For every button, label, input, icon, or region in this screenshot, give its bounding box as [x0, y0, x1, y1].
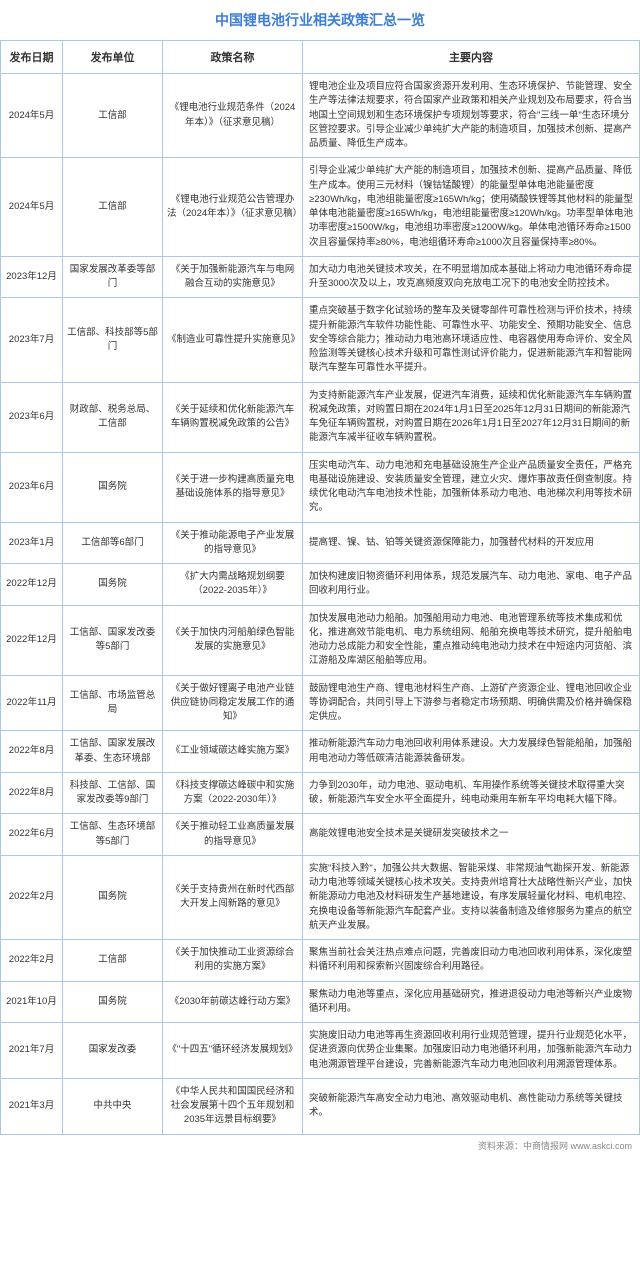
cell-policy: 《锂电池行业规范条件（2024年本）》（征求意见稿）: [163, 74, 303, 158]
cell-agency: 工信部、生态环境部等5部门: [63, 814, 163, 856]
cell-agency: 工信部、市场监管总局: [63, 675, 163, 731]
table-row: 2022年12月国务院《扩大内需战略规划纲要（2022-2035年）》加快构建废…: [1, 564, 640, 606]
table-row: 2022年2月国务院《关于支持贵州在新时代西部大开发上闯新路的意见》实施"科技入…: [1, 855, 640, 939]
cell-policy: 《关于加快内河船舶绿色智能发展的实施意见》: [163, 605, 303, 675]
header-policy: 政策名称: [163, 41, 303, 74]
table-header-row: 发布日期 发布单位 政策名称 主要内容: [1, 41, 640, 74]
cell-date: 2023年7月: [1, 298, 63, 382]
cell-content: 实施"科技入黔"，加强公共大数据、智能采煤、非常规油气勘探开发、新能源动力电池等…: [303, 855, 640, 939]
cell-content: 加快构建废旧物资循环利用体系，规范发展汽车、动力电池、家电、电子产品回收利用行业…: [303, 564, 640, 606]
cell-date: 2022年8月: [1, 731, 63, 773]
table-row: 2023年1月工信部等6部门《关于推动能源电子产业发展的指导意见》提高锂、镍、钴…: [1, 522, 640, 564]
cell-content: 实施废旧动力电池等再生资源回收利用行业规范管理，提升行业规范化水平，促进资源向优…: [303, 1023, 640, 1079]
cell-content: 聚焦动力电池等重点，深化应用基础研究，推进退役动力电池等新兴产业废物循环利用。: [303, 981, 640, 1023]
cell-date: 2023年6月: [1, 382, 63, 452]
cell-content: 高能效锂电池安全技术是关键研发突破技术之一: [303, 814, 640, 856]
cell-agency: 国务院: [63, 981, 163, 1023]
table-row: 2024年5月工信部《锂电池行业规范条件（2024年本）》（征求意见稿）锂电池企…: [1, 74, 640, 158]
cell-content: 突破新能源汽车高安全动力电池、高效驱动电机、高性能动力系统等关键技术。: [303, 1078, 640, 1134]
cell-policy: 《科技支撑碳达峰碳中和实施方案（2022-2030年）》: [163, 772, 303, 814]
cell-policy: 《制造业可靠性提升实施意见》: [163, 298, 303, 382]
cell-date: 2022年12月: [1, 605, 63, 675]
cell-agency: 科技部、工信部、国家发改委等9部门: [63, 772, 163, 814]
cell-agency: 工信部: [63, 158, 163, 257]
cell-policy: 《锂电池行业规范公告管理办法（2024年本）》（征求意见稿）: [163, 158, 303, 257]
cell-agency: 财政部、税务总局、工信部: [63, 382, 163, 452]
cell-agency: 国家发展改革委等部门: [63, 256, 163, 298]
cell-date: 2023年1月: [1, 522, 63, 564]
cell-agency: 工信部、国家发展改革委、生态环境部: [63, 731, 163, 773]
cell-date: 2023年12月: [1, 256, 63, 298]
cell-policy: 《关于推动能源电子产业发展的指导意见》: [163, 522, 303, 564]
table-row: 2021年3月中共中央《中华人民共和国国民经济和社会发展第十四个五年规划和203…: [1, 1078, 640, 1134]
cell-date: 2024年5月: [1, 158, 63, 257]
cell-date: 2022年2月: [1, 940, 63, 982]
cell-date: 2022年2月: [1, 855, 63, 939]
cell-date: 2022年8月: [1, 772, 63, 814]
cell-agency: 国务院: [63, 452, 163, 522]
cell-policy: 《中华人民共和国国民经济和社会发展第十四个五年规划和2035年远景目标纲要》: [163, 1078, 303, 1134]
cell-date: 2024年5月: [1, 74, 63, 158]
header-date: 发布日期: [1, 41, 63, 74]
cell-policy: 《扩大内需战略规划纲要（2022-2035年）》: [163, 564, 303, 606]
cell-content: 力争到2030年，动力电池、驱动电机、车用操作系统等关键技术取得重大突破，新能源…: [303, 772, 640, 814]
table-row: 2023年12月国家发展改革委等部门《关于加强新能源汽车与电网融合互动的实施意见…: [1, 256, 640, 298]
cell-policy: 《关于延续和优化新能源汽车车辆购置税减免政策的公告》: [163, 382, 303, 452]
table-row: 2022年6月工信部、生态环境部等5部门《关于推动轻工业高质量发展的指导意见》高…: [1, 814, 640, 856]
cell-date: 2021年7月: [1, 1023, 63, 1079]
cell-content: 引导企业减少单纯扩大产能的制造项目，加强技术创新、提高产品质量、降低生产成本。使…: [303, 158, 640, 257]
cell-policy: 《关于加强新能源汽车与电网融合互动的实施意见》: [163, 256, 303, 298]
policy-table: 发布日期 发布单位 政策名称 主要内容 2024年5月工信部《锂电池行业规范条件…: [0, 40, 640, 1135]
table-row: 2024年5月工信部《锂电池行业规范公告管理办法（2024年本）》（征求意见稿）…: [1, 158, 640, 257]
cell-policy: 《关于进一步构建高质量充电基础设施体系的指导意见》: [163, 452, 303, 522]
cell-agency: 工信部、科技部等5部门: [63, 298, 163, 382]
table-row: 2022年2月工信部《关于加快推动工业资源综合利用的实施方案》聚焦当前社会关注热…: [1, 940, 640, 982]
header-content: 主要内容: [303, 41, 640, 74]
table-row: 2023年6月国务院《关于进一步构建高质量充电基础设施体系的指导意见》压实电动汽…: [1, 452, 640, 522]
table-row: 2021年10月国务院《2030年前碳达峰行动方案》聚焦动力电池等重点，深化应用…: [1, 981, 640, 1023]
cell-content: 提高锂、镍、钴、铂等关键资源保障能力，加强替代材料的开发应用: [303, 522, 640, 564]
cell-content: 锂电池企业及项目应符合国家资源开发利用、生态环境保护、节能管理、安全生产等法律法…: [303, 74, 640, 158]
table-row: 2021年7月国家发改委《"十四五"循环经济发展规划》实施废旧动力电池等再生资源…: [1, 1023, 640, 1079]
footer-source: 资料来源：中商情报网 www.askci.com: [0, 1135, 640, 1156]
cell-agency: 中共中央: [63, 1078, 163, 1134]
cell-policy: 《关于支持贵州在新时代西部大开发上闯新路的意见》: [163, 855, 303, 939]
cell-content: 推动新能源汽车动力电池回收利用体系建设。大力发展绿色智能船舶，加强船用电池动力等…: [303, 731, 640, 773]
cell-agency: 工信部: [63, 940, 163, 982]
cell-content: 聚焦当前社会关注热点难点问题，完善废旧动力电池回收利用体系，深化废塑料循环利用和…: [303, 940, 640, 982]
cell-agency: 国家发改委: [63, 1023, 163, 1079]
header-agency: 发布单位: [63, 41, 163, 74]
cell-content: 鼓励锂电池生产商、锂电池材料生产商、上游矿产资源企业、锂电池回收企业等协调配合，…: [303, 675, 640, 731]
cell-policy: 《关于加快推动工业资源综合利用的实施方案》: [163, 940, 303, 982]
cell-agency: 国务院: [63, 855, 163, 939]
cell-policy: 《"十四五"循环经济发展规划》: [163, 1023, 303, 1079]
table-row: 2023年6月财政部、税务总局、工信部《关于延续和优化新能源汽车车辆购置税减免政…: [1, 382, 640, 452]
cell-date: 2022年6月: [1, 814, 63, 856]
cell-policy: 《2030年前碳达峰行动方案》: [163, 981, 303, 1023]
cell-policy: 《工业领域碳达峰实施方案》: [163, 731, 303, 773]
cell-agency: 工信部等6部门: [63, 522, 163, 564]
cell-content: 重点突破基于数字化试验场的整车及关键零部件可靠性检测与评价技术，持续提升新能源汽…: [303, 298, 640, 382]
page-title: 中国锂电池行业相关政策汇总一览: [0, 0, 640, 40]
cell-date: 2022年11月: [1, 675, 63, 731]
cell-content: 加快发展电池动力船舶。加强船用动力电池、电池管理系统等技术集成和优化，推进高效节…: [303, 605, 640, 675]
cell-date: 2021年3月: [1, 1078, 63, 1134]
table-row: 2022年11月工信部、市场监管总局《关于做好锂离子电池产业链供应链协同稳定发展…: [1, 675, 640, 731]
table-row: 2022年12月工信部、国家发改委等5部门《关于加快内河船舶绿色智能发展的实施意…: [1, 605, 640, 675]
cell-agency: 工信部、国家发改委等5部门: [63, 605, 163, 675]
cell-agency: 国务院: [63, 564, 163, 606]
cell-policy: 《关于做好锂离子电池产业链供应链协同稳定发展工作的通知》: [163, 675, 303, 731]
table-row: 2022年8月工信部、国家发展改革委、生态环境部《工业领域碳达峰实施方案》推动新…: [1, 731, 640, 773]
cell-date: 2023年6月: [1, 452, 63, 522]
cell-content: 为支持新能源汽车产业发展，促进汽车消费，延续和优化新能源汽车车辆购置税减免政策，…: [303, 382, 640, 452]
cell-content: 压实电动汽车、动力电池和充电基础设施生产企业产品质量安全责任，严格充电基础设施建…: [303, 452, 640, 522]
cell-date: 2022年12月: [1, 564, 63, 606]
cell-policy: 《关于推动轻工业高质量发展的指导意见》: [163, 814, 303, 856]
cell-date: 2021年10月: [1, 981, 63, 1023]
cell-content: 加大动力电池关键技术攻关，在不明显增加成本基础上将动力电池循环寿命提升至3000…: [303, 256, 640, 298]
table-row: 2022年8月科技部、工信部、国家发改委等9部门《科技支撑碳达峰碳中和实施方案（…: [1, 772, 640, 814]
cell-agency: 工信部: [63, 74, 163, 158]
table-row: 2023年7月工信部、科技部等5部门《制造业可靠性提升实施意见》重点突破基于数字…: [1, 298, 640, 382]
